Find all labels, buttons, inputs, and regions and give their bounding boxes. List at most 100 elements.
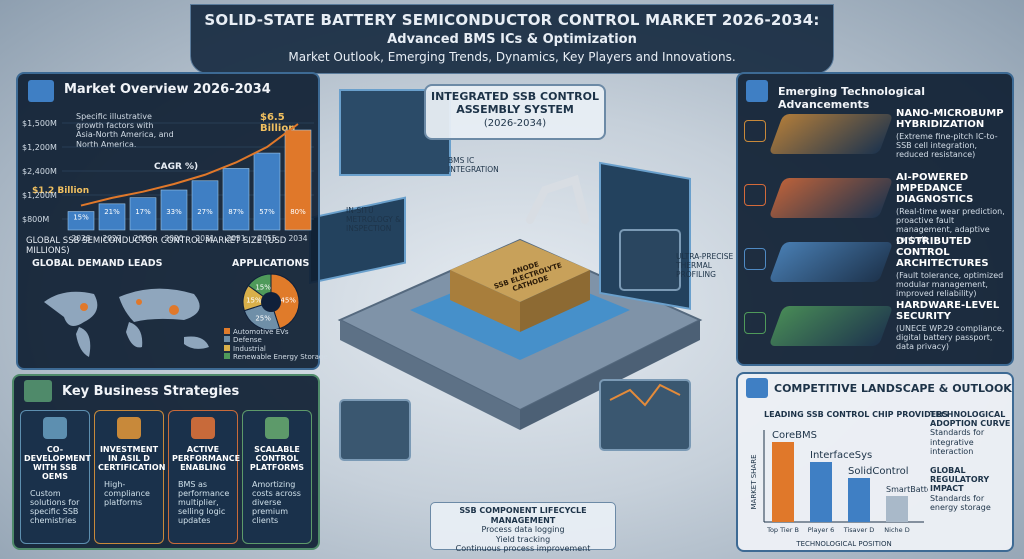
x-tick-label: 2026 (71, 234, 90, 243)
item-text: (Real-time wear prediction, proactive fa… (896, 207, 1005, 244)
side-text: Standards for integrative interaction (930, 428, 985, 456)
strategy-card: INVESTMENT IN ASIL D CERTIFICATION High-c… (94, 410, 165, 544)
market-overview-panel: Market Overview 2026-2034 Specific illus… (16, 72, 328, 370)
providers-chart: MARKET SHARE TECHNOLOGICAL POSITION CoreBM… (750, 430, 928, 548)
card-text: Amortizing costs across diverse premium … (252, 480, 301, 525)
bar (886, 496, 908, 522)
item-body: NANO-MICROBUMP HYBRIDIZATION (Extreme fin… (896, 108, 1012, 160)
lifecycle-item: Process data logging (481, 525, 565, 535)
item-title: AI-POWERED IMPEDANCE DIAGNOSTICS (896, 172, 974, 205)
lifecycle-item: Continuous process improvement (455, 544, 591, 554)
x-tick-label: Top Tier B (766, 526, 799, 534)
lifecycle-item: Yield tracking (495, 534, 551, 544)
legend-entry: Renewable Energy Storage (224, 353, 328, 361)
y-axis-label: $1,200M (22, 143, 57, 152)
bar (284, 129, 312, 231)
slice-label: 15% (246, 296, 262, 304)
bar (129, 197, 157, 231)
bar-text: 80% (290, 208, 306, 216)
legend-entry: Defense (224, 336, 320, 344)
bar (67, 211, 95, 231)
x-tick-label: 2020 (164, 234, 183, 243)
start-label: $1.2 Billion (32, 186, 90, 196)
y-axis-title: MARKET SHARE (750, 455, 758, 510)
item-icon (744, 248, 766, 270)
center-title: INTEGRATED SSB CONTROL ASSEMBLY SYSTEM (431, 90, 599, 116)
item-body: AI-POWERED IMPEDANCE DIAGNOSTICS (Real-ti… (896, 172, 1012, 244)
card-icon (43, 417, 67, 439)
strategy-card: CO-DEVELOPMENT WITH SSB OEMS Custom solut… (20, 410, 91, 544)
x-tick-label: 2027 (102, 234, 121, 243)
legend-text: Automotive EVs (233, 328, 289, 336)
bar (222, 168, 250, 231)
end-label: $6.5 Billion (260, 112, 296, 134)
caption: GLOBAL SSB SEMICONDUCTOR CONTROL MARKET … (26, 236, 287, 256)
bar-name: SmartBatteryChip (886, 485, 928, 494)
emerging-item: HARDWARE-LEVEL SECURITY (UNECE WP.29 comp… (744, 300, 1010, 360)
icon (24, 380, 52, 402)
legend-swatch (224, 336, 230, 343)
strategy-card: ACTIVE PERFORMANCE ENABLING BMS as perfor… (168, 410, 241, 544)
card-text: BMS as performance multiplier, selling l… (178, 480, 230, 525)
bar-text: 87% (228, 208, 244, 216)
emerging-item: NANO-MICROBUMP HYBRIDIZATION (Extreme fin… (744, 108, 1010, 168)
strategy-card: SCALABLE CONTROL PLATFORMS Amortizing cos… (242, 410, 312, 544)
competitive-panel: COMPETITIVE LANDSCAPE & OUTLOOK LEADING … (736, 372, 1014, 552)
card-title: ACTIVE PERFORMANCE ENABLING (172, 445, 241, 472)
bar (98, 203, 126, 231)
center-label: IN-SITU METROLOGY & INSPECTION (346, 206, 401, 233)
emerging-panel: Emerging Technological Advancements NANO… (736, 72, 1014, 366)
slice-label: 15% (255, 284, 271, 292)
side-title: GLOBAL REGULATORY IMPACT (930, 465, 990, 494)
pie-slice (270, 273, 300, 330)
bar (160, 189, 188, 231)
slice-label: 25% (255, 314, 271, 322)
item-graphic (768, 242, 894, 282)
center-years: (2026-2034) (483, 118, 547, 129)
side-notes: TECHNOLOGICAL ADOPTION CURVE Standards f… (930, 410, 1012, 512)
bar (848, 478, 870, 522)
x-axis-title: TECHNOLOGICAL POSITION (795, 540, 891, 548)
lifecycle-box: SSB COMPONENT LIFECYCLE MANAGEMENT Proce… (430, 502, 616, 553)
center-title-box: INTEGRATED SSB CONTROL ASSEMBLY SYSTEM (… (424, 84, 606, 140)
side-title: TECHNOLOGICAL ADOPTION CURVE (930, 410, 1011, 429)
y-axis-label: $1,200M (22, 191, 57, 200)
bar-text: 33% (166, 208, 182, 216)
item-icon (744, 312, 766, 334)
panel-title: Key Business Strategies (62, 384, 240, 399)
item-text: (Extreme fine-pitch IC-to-SSB cell integ… (896, 132, 998, 160)
tagline: Market Outlook, Emerging Trends, Dynamic… (288, 50, 736, 64)
legend-text: Industrial (233, 344, 266, 353)
y-axis-label: $800M (22, 215, 49, 224)
card-icon (117, 417, 141, 439)
trend-arrow (80, 123, 299, 207)
icon (746, 378, 768, 398)
panel-title: Market Overview 2026-2034 (64, 82, 271, 97)
bar (772, 442, 794, 522)
strategies-panel: Key Business Strategies CO-DEVELOPMENT W… (12, 374, 320, 550)
strategy-cards: CO-DEVELOPMENT WITH SSB OEMS Custom solut… (20, 410, 316, 546)
card-title: SCALABLE CONTROL PLATFORMS (249, 445, 305, 472)
lifecycle-title: SSB COMPONENT LIFECYCLE MANAGEMENT (459, 506, 587, 525)
item-body: HARDWARE-LEVEL SECURITY (UNECE WP.29 comp… (896, 300, 1012, 352)
bar (810, 462, 832, 522)
card-title: CO-DEVELOPMENT WITH SSB OEMS (24, 445, 91, 481)
emerging-item: DISTRIBUTED CONTROL ARCHITECTURES (Fault … (744, 236, 1012, 299)
item-title: NANO-MICROBUMP HYBRIDIZATION (896, 108, 1004, 130)
legend-swatch (224, 344, 230, 351)
x-tick-label: 2055 (257, 234, 276, 243)
side-text: Standards for energy storage (930, 493, 991, 512)
item-title: DISTRIBUTED CONTROL ARCHITECTURES (896, 236, 989, 269)
center-illustration (309, 89, 703, 461)
item-text: (Fault tolerance, optimized modular mana… (896, 271, 1004, 299)
icon (28, 80, 54, 102)
applications-legend: Automotive EVs Defense Industrial Renewable… (224, 328, 328, 362)
x-tick-label: 2031 (195, 234, 214, 243)
legend-swatch (224, 353, 230, 360)
item-graphic (768, 114, 894, 154)
x-tick-label: Player 6 (808, 526, 834, 534)
item-body: DISTRIBUTED CONTROL ARCHITECTURES (Fault … (896, 236, 1012, 299)
emerging-item: AI-POWERED IMPEDANCE DIAGNOSTICS (Real-ti… (744, 172, 1010, 244)
chart-title: LEADING SSB CONTROL CHIP PROVIDERS (764, 410, 949, 419)
